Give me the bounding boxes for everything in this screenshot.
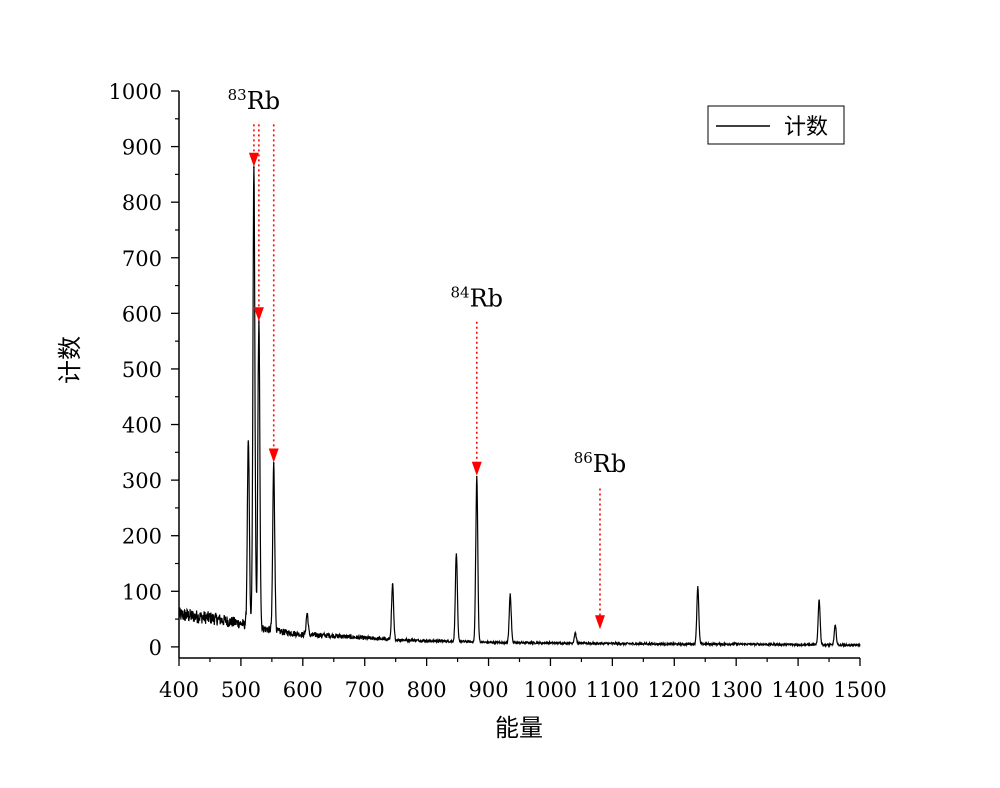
axes: 400 500 600 700 800 900 1000 1100 1200 1300 1400 15…	[109, 80, 887, 702]
y-tick-label: 100	[122, 580, 162, 604]
y-tick-label: 300	[122, 469, 162, 493]
isotope-annotation: 86Rb	[574, 449, 627, 630]
peak-point	[306, 612, 308, 615]
legend: 计数	[707, 105, 845, 145]
y-tick-label: 200	[122, 525, 162, 549]
x-tick-label: 1100	[586, 678, 639, 702]
x-tick-label: 1400	[771, 678, 824, 702]
isotope-label: 86Rb	[574, 449, 627, 478]
x-tick-label: 500	[221, 678, 261, 702]
y-tick-label: 600	[122, 302, 162, 326]
peak-point	[391, 583, 394, 586]
legend-box	[707, 105, 845, 145]
peak-point	[834, 624, 837, 627]
peak-point	[509, 593, 512, 595]
y-tick-label: 0	[149, 636, 162, 660]
peak-point	[253, 166, 255, 169]
x-tick-label: 800	[407, 678, 447, 702]
x-tick-label: 1500	[833, 678, 886, 702]
arrow-head	[248, 152, 259, 167]
y-tick-label: 900	[122, 136, 162, 160]
arrow-head	[268, 448, 279, 463]
y-axis-title: 计数	[56, 336, 84, 384]
series-line	[178, 165, 861, 649]
isotope-label: 83Rb	[228, 86, 281, 115]
annotations: 83Rb 84Rb 86Rb	[228, 86, 627, 630]
isotope-annotation: 84Rb	[451, 284, 504, 476]
plot-area	[178, 165, 861, 649]
x-tick-label: 1300	[709, 678, 762, 702]
arrow-head	[471, 461, 482, 476]
peak-point	[818, 599, 820, 601]
y-tick-label: 800	[122, 191, 162, 215]
arrow-head	[253, 307, 264, 322]
peak-point	[455, 553, 458, 555]
peak-point	[475, 475, 478, 478]
peak-point	[247, 441, 250, 444]
x-axis-title: 能量	[495, 714, 543, 742]
y-tick-label: 500	[122, 358, 162, 382]
x-tick-label: 600	[283, 678, 323, 702]
peak-point	[574, 632, 577, 634]
y-tick-label: 400	[122, 414, 162, 438]
x-tick-label: 1000	[524, 678, 577, 702]
x-tick-label: 900	[468, 678, 508, 702]
isotope-label: 84Rb	[451, 284, 504, 313]
x-tick-label: 700	[345, 678, 385, 702]
peak-point	[696, 586, 699, 588]
legend-label: 计数	[784, 115, 828, 140]
x-tick-label: 1200	[648, 678, 701, 702]
x-tick-label: 400	[159, 678, 199, 702]
y-tick-label: 700	[122, 247, 162, 271]
isotope-annotation: 83Rb	[228, 86, 281, 463]
arrow-head	[594, 615, 605, 630]
peak-point	[258, 321, 260, 324]
peak-point	[272, 462, 275, 465]
y-tick-label: 1000	[109, 80, 162, 104]
